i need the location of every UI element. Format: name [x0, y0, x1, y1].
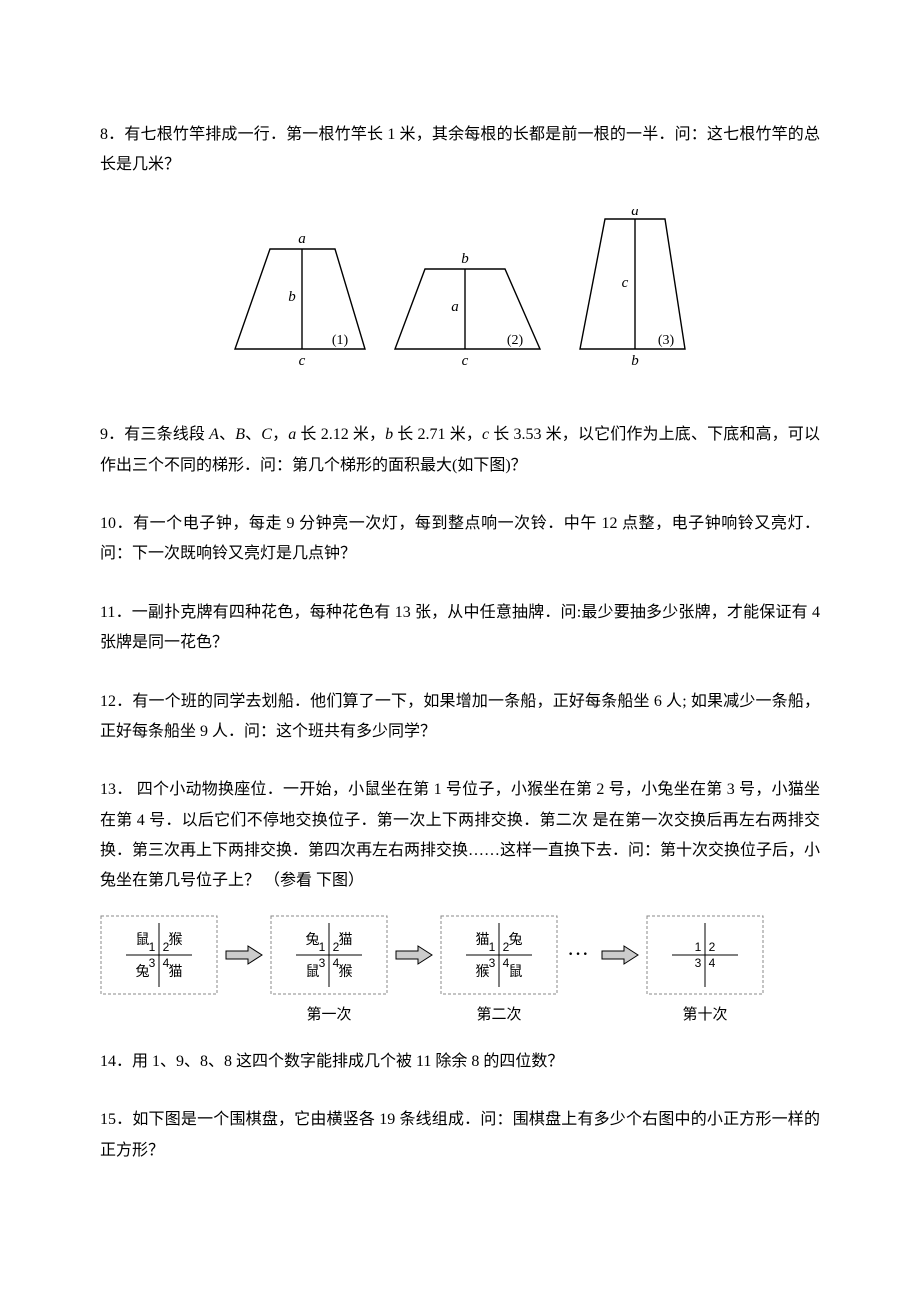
arrow-icon	[600, 915, 640, 995]
q9-A: A	[209, 426, 219, 443]
svg-text:兔: 兔	[306, 932, 320, 948]
question-11: 11．一副扑克牌有四种花色，每种花色有 13 张，从中任意抽牌．问:最少要抽多少…	[100, 598, 820, 659]
q9-C: C	[261, 426, 272, 443]
q9-b: b	[385, 426, 393, 443]
seat-caption: 第二次	[476, 1001, 521, 1021]
svg-text:鼠: 鼠	[306, 964, 320, 980]
question-14: 14．用 1、9、8、8 这四个数字能排成几个被 11 除余 8 的四位数？	[100, 1047, 820, 1077]
svg-text:a: a	[451, 299, 459, 315]
svg-text:3: 3	[489, 956, 496, 970]
svg-text:a: a	[631, 209, 639, 219]
seat-panel: 1234 第十次	[646, 915, 764, 1021]
svg-text:(2): (2)	[507, 333, 524, 348]
svg-text:猫: 猫	[169, 964, 183, 980]
svg-text:(1): (1)	[332, 333, 349, 348]
svg-text:c: c	[622, 275, 629, 291]
svg-text:1: 1	[149, 940, 156, 954]
trapezoid-figure: a b c (1) b a c (2) a c b (3)	[100, 209, 820, 390]
seat-panel: 鼠1猴2兔3猫4	[100, 915, 218, 1021]
svg-text:1: 1	[319, 940, 326, 954]
q9-text: 9．有三条线段	[100, 426, 209, 443]
svg-text:2: 2	[709, 940, 716, 954]
svg-text:b: b	[288, 289, 296, 305]
question-9: 9．有三条线段 A、B、C，a 长 2.12 米，b 长 2.71 米，c 长 …	[100, 420, 820, 481]
q9-s1: 、	[219, 426, 235, 443]
seat-caption: 第一次	[306, 1001, 351, 1021]
svg-text:猫: 猫	[476, 932, 490, 948]
q9-s3: ，	[272, 426, 288, 443]
seat-swap-figure: 鼠1猴2兔3猫4兔1猫2鼠3猴4第一次猫1兔2猴3鼠4第二次···1234第十次	[100, 915, 820, 1021]
seat-caption: 第十次	[683, 1001, 728, 1021]
svg-text:猴: 猴	[476, 964, 490, 980]
svg-text:2: 2	[163, 940, 170, 954]
svg-text:b: b	[631, 353, 639, 369]
svg-text:猴: 猴	[339, 964, 353, 980]
svg-text:4: 4	[503, 956, 510, 970]
question-13: 13． 四个小动物换座位．一开始，小鼠坐在第 1 号位子，小猴坐在第 2 号，小…	[100, 775, 820, 897]
svg-text:猫: 猫	[339, 932, 353, 948]
question-12: 12．有一个班的同学去划船．他们算了一下，如果增加一条船，正好每条船坐 6 人;…	[100, 687, 820, 748]
seat-panel: 兔1猫2鼠3猴4 第一次	[270, 915, 388, 1021]
svg-text:3: 3	[149, 956, 156, 970]
svg-text:2: 2	[333, 940, 340, 954]
svg-text:1: 1	[489, 940, 496, 954]
svg-text:猴: 猴	[169, 932, 183, 948]
seat-panel: 猫1兔2猴3鼠4 第二次	[440, 915, 558, 1021]
q9-blen: 长 2.71 米，	[393, 426, 482, 443]
question-8: 8．有七根竹竿排成一行．第一根竹竿长 1 米，其余每根的长都是前一根的一半．问：…	[100, 120, 820, 181]
svg-text:兔: 兔	[136, 964, 150, 980]
svg-text:a: a	[298, 231, 306, 247]
svg-text:4: 4	[163, 956, 170, 970]
q9-s2: 、	[245, 426, 261, 443]
svg-text:c: c	[299, 353, 306, 369]
svg-text:3: 3	[695, 956, 702, 970]
svg-text:2: 2	[503, 940, 510, 954]
q9-alen: 长 2.12 米，	[296, 426, 385, 443]
ellipsis: ···	[564, 915, 594, 995]
svg-text:3: 3	[319, 956, 326, 970]
svg-text:鼠: 鼠	[509, 964, 523, 980]
svg-text:4: 4	[333, 956, 340, 970]
svg-text:4: 4	[709, 956, 716, 970]
svg-text:鼠: 鼠	[136, 932, 150, 948]
svg-text:c: c	[462, 353, 469, 369]
arrow-icon	[224, 915, 264, 995]
svg-text:1: 1	[695, 940, 702, 954]
svg-text:(3): (3)	[658, 333, 675, 348]
question-15: 15．如下图是一个围棋盘，它由横竖各 19 条线组成．问：围棋盘上有多少个右图中…	[100, 1105, 820, 1166]
question-10: 10．有一个电子钟，每走 9 分钟亮一次灯，每到整点响一次铃．中午 12 点整，…	[100, 509, 820, 570]
svg-text:兔: 兔	[509, 932, 523, 948]
svg-text:b: b	[461, 251, 469, 267]
q9-B: B	[235, 426, 245, 443]
arrow-icon	[394, 915, 434, 995]
